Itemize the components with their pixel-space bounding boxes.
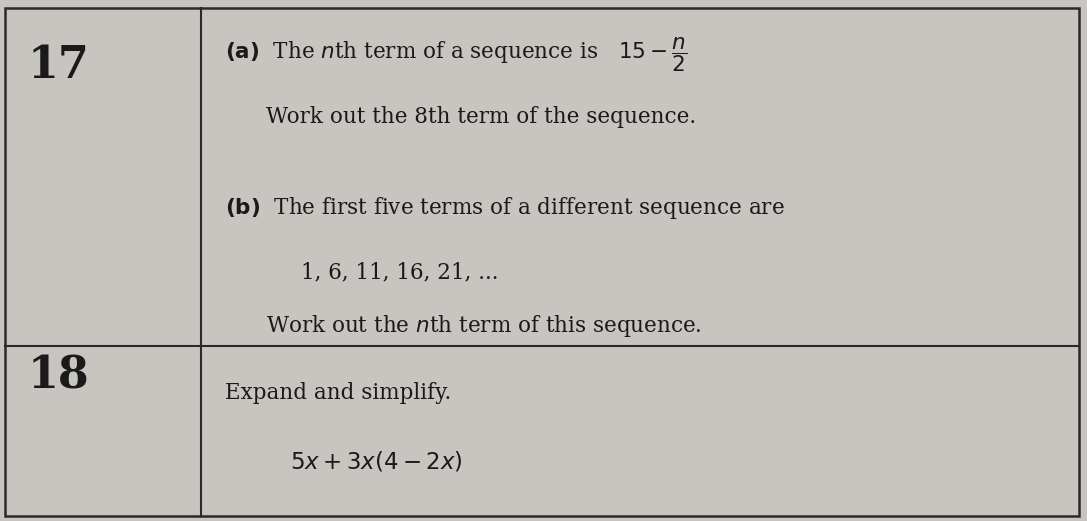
Text: 17: 17 [27, 44, 89, 88]
Text: Work out the $n$th term of this sequence.: Work out the $n$th term of this sequence… [266, 313, 702, 339]
Text: Expand and simplify.: Expand and simplify. [225, 382, 451, 404]
Text: Work out the 8th term of the sequence.: Work out the 8th term of the sequence. [266, 106, 697, 128]
Text: 18: 18 [27, 354, 89, 398]
Text: $5x + 3x(4 - 2x)$: $5x + 3x(4 - 2x)$ [290, 449, 463, 473]
Text: $\bf{(a)}$  The $n$th term of a sequence is$\quad 15-\dfrac{n}{2}$: $\bf{(a)}$ The $n$th term of a sequence … [225, 35, 688, 74]
Text: 1, 6, 11, 16, 21, ...: 1, 6, 11, 16, 21, ... [301, 262, 499, 283]
Text: $\bf{(b)}$  The first five terms of a different sequence are: $\bf{(b)}$ The first five terms of a dif… [225, 195, 785, 221]
